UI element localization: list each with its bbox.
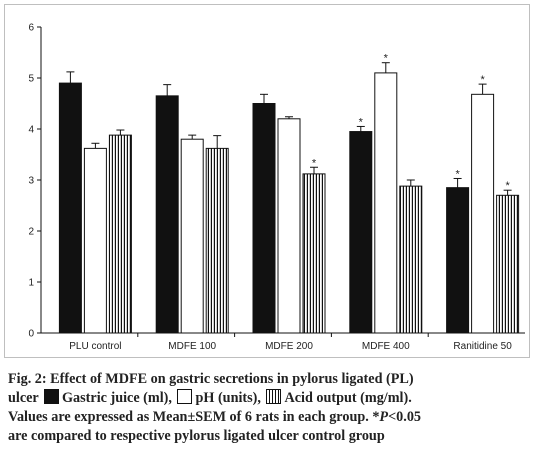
legend-label-ph: pH (units), [195, 390, 261, 406]
significance-marker: * [505, 180, 510, 192]
y-tick-label: 0 [28, 329, 34, 340]
legend-swatch-acid-output [266, 389, 282, 404]
caption-ulcer-text: ulcer [8, 390, 39, 406]
significance-marker: * [480, 74, 485, 86]
significance-marker: * [455, 168, 460, 180]
bar [446, 187, 470, 334]
bar [108, 134, 132, 334]
bar [58, 82, 82, 334]
chart-frame: 0 1 2 3 4 5 6 PLU control MDFE 100 MDFE 200 * MDFE … [4, 4, 530, 358]
caption-stats-text: Values are expressed as Mean±SEM of 6 ra… [8, 409, 380, 425]
y-tick-label: 5 [28, 74, 34, 85]
y-tick-label: 4 [28, 125, 34, 136]
y-tick-label: 6 [28, 23, 34, 34]
caption-line-1: Fig. 2: Effect of MDFE on gastric secret… [8, 371, 414, 387]
x-category-label: MDFE 400 [362, 341, 410, 352]
significance-marker: * [359, 116, 364, 128]
bar [399, 185, 423, 334]
bar [374, 72, 398, 334]
caption-line-3: Values are expressed as Mean±SEM of 6 ra… [8, 408, 530, 427]
x-category-label: MDFE 200 [265, 341, 313, 352]
bar [155, 95, 179, 334]
legend-label-gastric-juice: Gastric juice (ml), [62, 390, 172, 406]
legend-swatch-ph [177, 389, 193, 404]
bar [349, 131, 373, 334]
caption-line-4: are compared to respective pylorus ligat… [8, 428, 385, 444]
bar [180, 138, 204, 334]
bar [205, 147, 229, 334]
bar [277, 118, 301, 334]
caption-p-threshold: <0.05 [388, 409, 422, 425]
y-tick-label: 3 [28, 176, 34, 187]
legend-swatch-gastric-juice [44, 389, 60, 404]
bar [302, 173, 326, 334]
figure-caption: Fig. 2: Effect of MDFE on gastric secret… [8, 370, 530, 446]
caption-line-2: ulcer Gastric juice (ml), pH (units), Ac… [8, 389, 530, 408]
x-category-label: MDFE 100 [168, 341, 216, 352]
bar [496, 194, 520, 334]
bar [83, 147, 107, 334]
x-category-label: PLU control [69, 341, 121, 352]
bar-chart: 0 1 2 3 4 5 6 PLU control MDFE 100 MDFE 200 * MDFE … [28, 23, 525, 352]
caption-p-symbol: P [379, 409, 389, 425]
y-tick-label: 1 [28, 278, 34, 289]
bar [252, 103, 276, 334]
legend-label-acid-output: Acid output (mg/ml). [284, 390, 412, 406]
significance-marker: * [312, 157, 317, 169]
y-tick-label: 2 [28, 227, 34, 238]
x-category-label: Ranitidine 50 [453, 341, 512, 352]
bar [471, 93, 495, 334]
significance-marker: * [384, 53, 389, 65]
